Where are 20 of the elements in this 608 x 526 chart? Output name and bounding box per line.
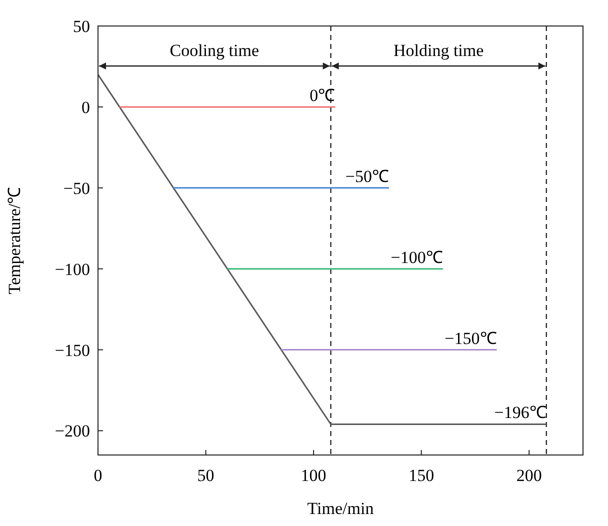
series-label: 0℃: [310, 86, 336, 105]
series-label: −196℃: [494, 403, 546, 422]
y-tick-label: −100: [54, 260, 90, 279]
annotation: Holding time: [393, 41, 484, 60]
series-label: −50℃: [345, 166, 389, 186]
x-axis-title: Time/min: [307, 499, 374, 518]
x-tick-label: 100: [300, 466, 326, 485]
series-label: −150℃: [444, 328, 497, 348]
y-tick-label: −50: [63, 178, 90, 198]
y-axis-title: Temperature/℃: [5, 186, 24, 294]
y-tick-label: −200: [54, 422, 90, 441]
x-tick-label: 0: [94, 466, 102, 485]
annotation: Cooling time: [170, 41, 260, 60]
y-tick-label: −150: [54, 340, 90, 360]
x-tick-label: 150: [408, 466, 434, 485]
x-tick-label: 50: [197, 466, 214, 485]
y-tick-label: 0: [82, 98, 90, 117]
series-label: −100℃: [390, 248, 443, 267]
x-tick-label: 200: [516, 466, 542, 485]
y-tick-label: 50: [73, 17, 90, 36]
